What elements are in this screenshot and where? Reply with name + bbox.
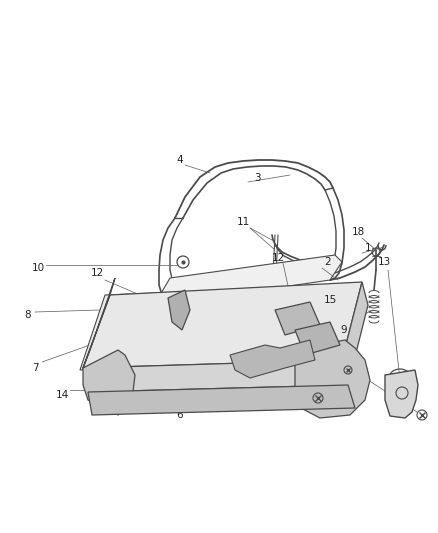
Text: 1: 1 [365,243,371,253]
Polygon shape [342,282,368,385]
Text: 18: 18 [351,227,364,237]
Text: 13: 13 [378,257,391,267]
Text: 4: 4 [177,155,184,165]
Text: 12: 12 [272,253,285,263]
Text: 9: 9 [341,325,347,335]
Text: 11: 11 [237,217,250,227]
Text: 5: 5 [219,393,225,403]
Text: 15: 15 [323,295,337,305]
Polygon shape [83,278,115,368]
Polygon shape [83,360,348,392]
Text: 6: 6 [177,410,184,420]
Polygon shape [168,290,190,330]
Polygon shape [83,282,362,368]
Text: 16: 16 [260,353,274,363]
Polygon shape [83,350,135,415]
Text: 2: 2 [325,257,331,267]
Text: 3: 3 [254,173,260,183]
Polygon shape [275,302,320,335]
Polygon shape [295,322,340,355]
Polygon shape [230,340,315,378]
Polygon shape [295,340,370,418]
Text: 14: 14 [55,390,69,400]
Polygon shape [385,370,418,418]
Text: 10: 10 [32,263,45,273]
Text: 12: 12 [90,268,104,278]
Polygon shape [160,255,342,303]
Polygon shape [88,385,355,415]
Text: 17: 17 [355,378,369,388]
Polygon shape [80,285,360,370]
Text: 8: 8 [25,310,31,320]
Text: 7: 7 [32,363,38,373]
